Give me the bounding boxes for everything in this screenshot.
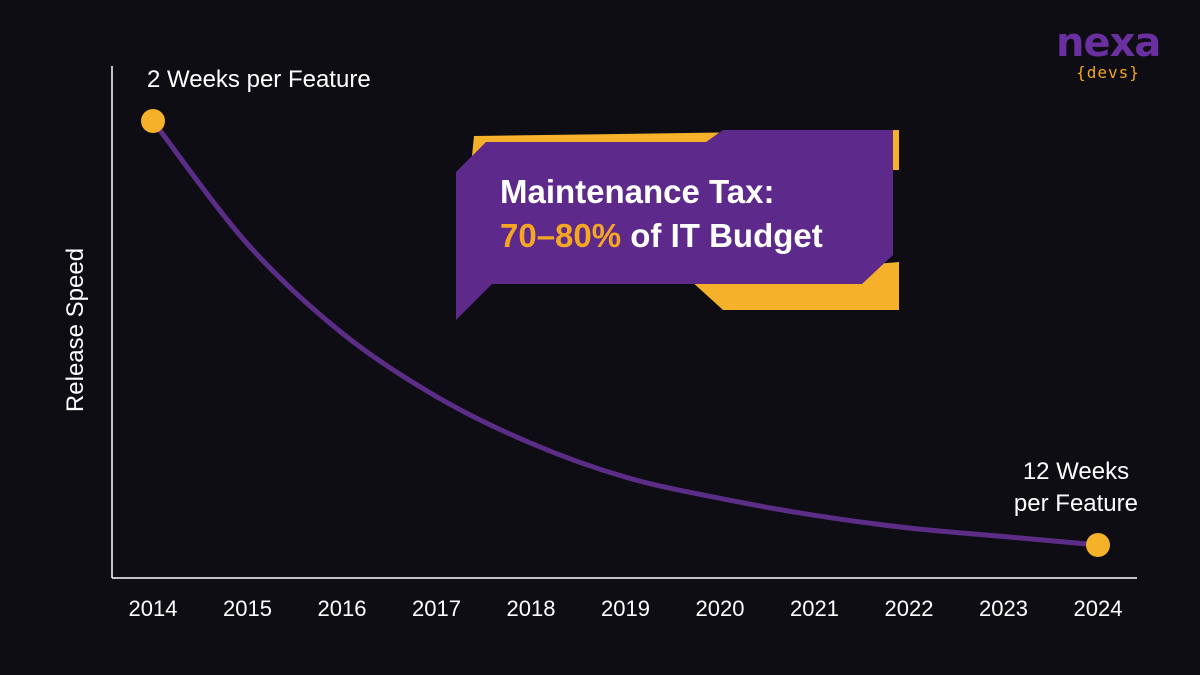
end-annotation-line2: per Feature [1013,490,1138,517]
start-point-marker [141,109,165,133]
x-tick-label-2015: 2015 [223,596,272,621]
callout-highlight: 70–80% [500,217,622,254]
logo-subtitle: {devs} [1076,63,1140,82]
x-tick-label-2021: 2021 [790,596,839,621]
end-annotation: 12 Weeks per Feature [1014,456,1138,520]
callout-line1: Maintenance Tax: [500,173,775,210]
callout-text: Maintenance Tax: 70–80% of IT Budget [500,170,823,258]
callout-box [456,130,899,320]
callout-panel [456,130,893,320]
series-line [150,118,1101,548]
x-tick-label-2022: 2022 [885,596,934,621]
end-point-marker [1086,533,1110,557]
logo-wordmark: nexa [1056,20,1161,66]
y-axis-label: Release Speed [62,247,89,413]
end-annotation-line1: 12 Weeks [1022,458,1130,485]
nexa-devs-logo: nexa {devs} [1056,20,1161,82]
x-tick-label-2014: 2014 [129,596,178,621]
callout-line2: 70–80% of IT Budget [500,214,823,258]
x-tick-label-2018: 2018 [507,596,556,621]
x-tick-label-2024: 2024 [1074,596,1123,621]
x-tick-label-2023: 2023 [979,596,1028,621]
callout-rest: of IT Budget [621,217,823,254]
x-tick-label-2019: 2019 [601,596,650,621]
x-tick-label-2016: 2016 [318,596,367,621]
x-tick-label-2020: 2020 [696,596,745,621]
start-annotation: 2 Weeks per Feature [147,66,371,93]
x-tick-label-2017: 2017 [412,596,461,621]
